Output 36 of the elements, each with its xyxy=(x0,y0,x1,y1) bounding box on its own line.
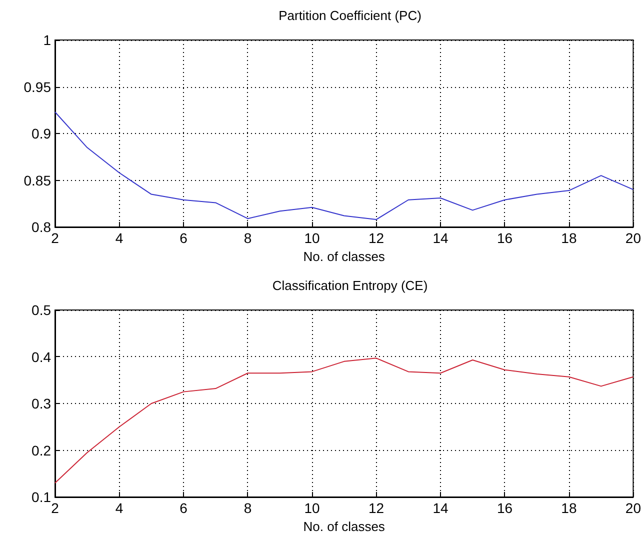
x-tick-label: 18 xyxy=(561,230,577,246)
x-tick-label: 10 xyxy=(304,500,320,516)
x-tick-label: 20 xyxy=(625,500,642,516)
x-tick-label: 12 xyxy=(368,500,384,516)
x-tick-label: 14 xyxy=(432,500,448,516)
x-tick-label: 4 xyxy=(115,500,124,516)
chart-title: Classification Entropy (CE) xyxy=(272,278,428,293)
y-tick-label: 0.8 xyxy=(32,219,52,235)
x-tick-label: 6 xyxy=(180,230,188,246)
y-tick-label: 0.1 xyxy=(32,489,52,505)
x-tick-label: 20 xyxy=(625,230,642,246)
x-tick-label: 8 xyxy=(244,500,252,516)
y-tick-label: 1 xyxy=(43,32,52,48)
chart-title: Partition Coefficient (PC) xyxy=(278,8,422,23)
y-tick-label: 0.3 xyxy=(32,396,52,412)
y-tick-label: 0.2 xyxy=(32,442,52,458)
x-tick-label: 2 xyxy=(51,500,60,516)
x-axis-title: No. of classes xyxy=(303,518,386,534)
x-tick-label: 14 xyxy=(432,230,448,246)
line-series xyxy=(54,358,634,484)
y-tick-label: 0.85 xyxy=(24,172,52,188)
x-tick-label: 16 xyxy=(496,500,513,516)
x-tick-label: 6 xyxy=(180,500,188,516)
y-tick-label: 0.4 xyxy=(32,348,52,365)
y-tick-label: 0.9 xyxy=(32,126,52,142)
y-tick-label: 0.95 xyxy=(24,78,52,95)
x-tick-label: 4 xyxy=(115,230,124,246)
x-axis-title: No. of classes xyxy=(303,248,386,264)
x-tick-label: 16 xyxy=(496,230,513,246)
x-tick-label: 10 xyxy=(304,230,320,246)
x-tick-label: 2 xyxy=(51,230,60,246)
x-tick-label: 12 xyxy=(368,230,384,246)
y-tick-label: 0.5 xyxy=(32,302,52,318)
line-series xyxy=(54,111,634,220)
x-tick-label: 8 xyxy=(244,230,252,246)
x-tick-label: 18 xyxy=(561,500,577,516)
